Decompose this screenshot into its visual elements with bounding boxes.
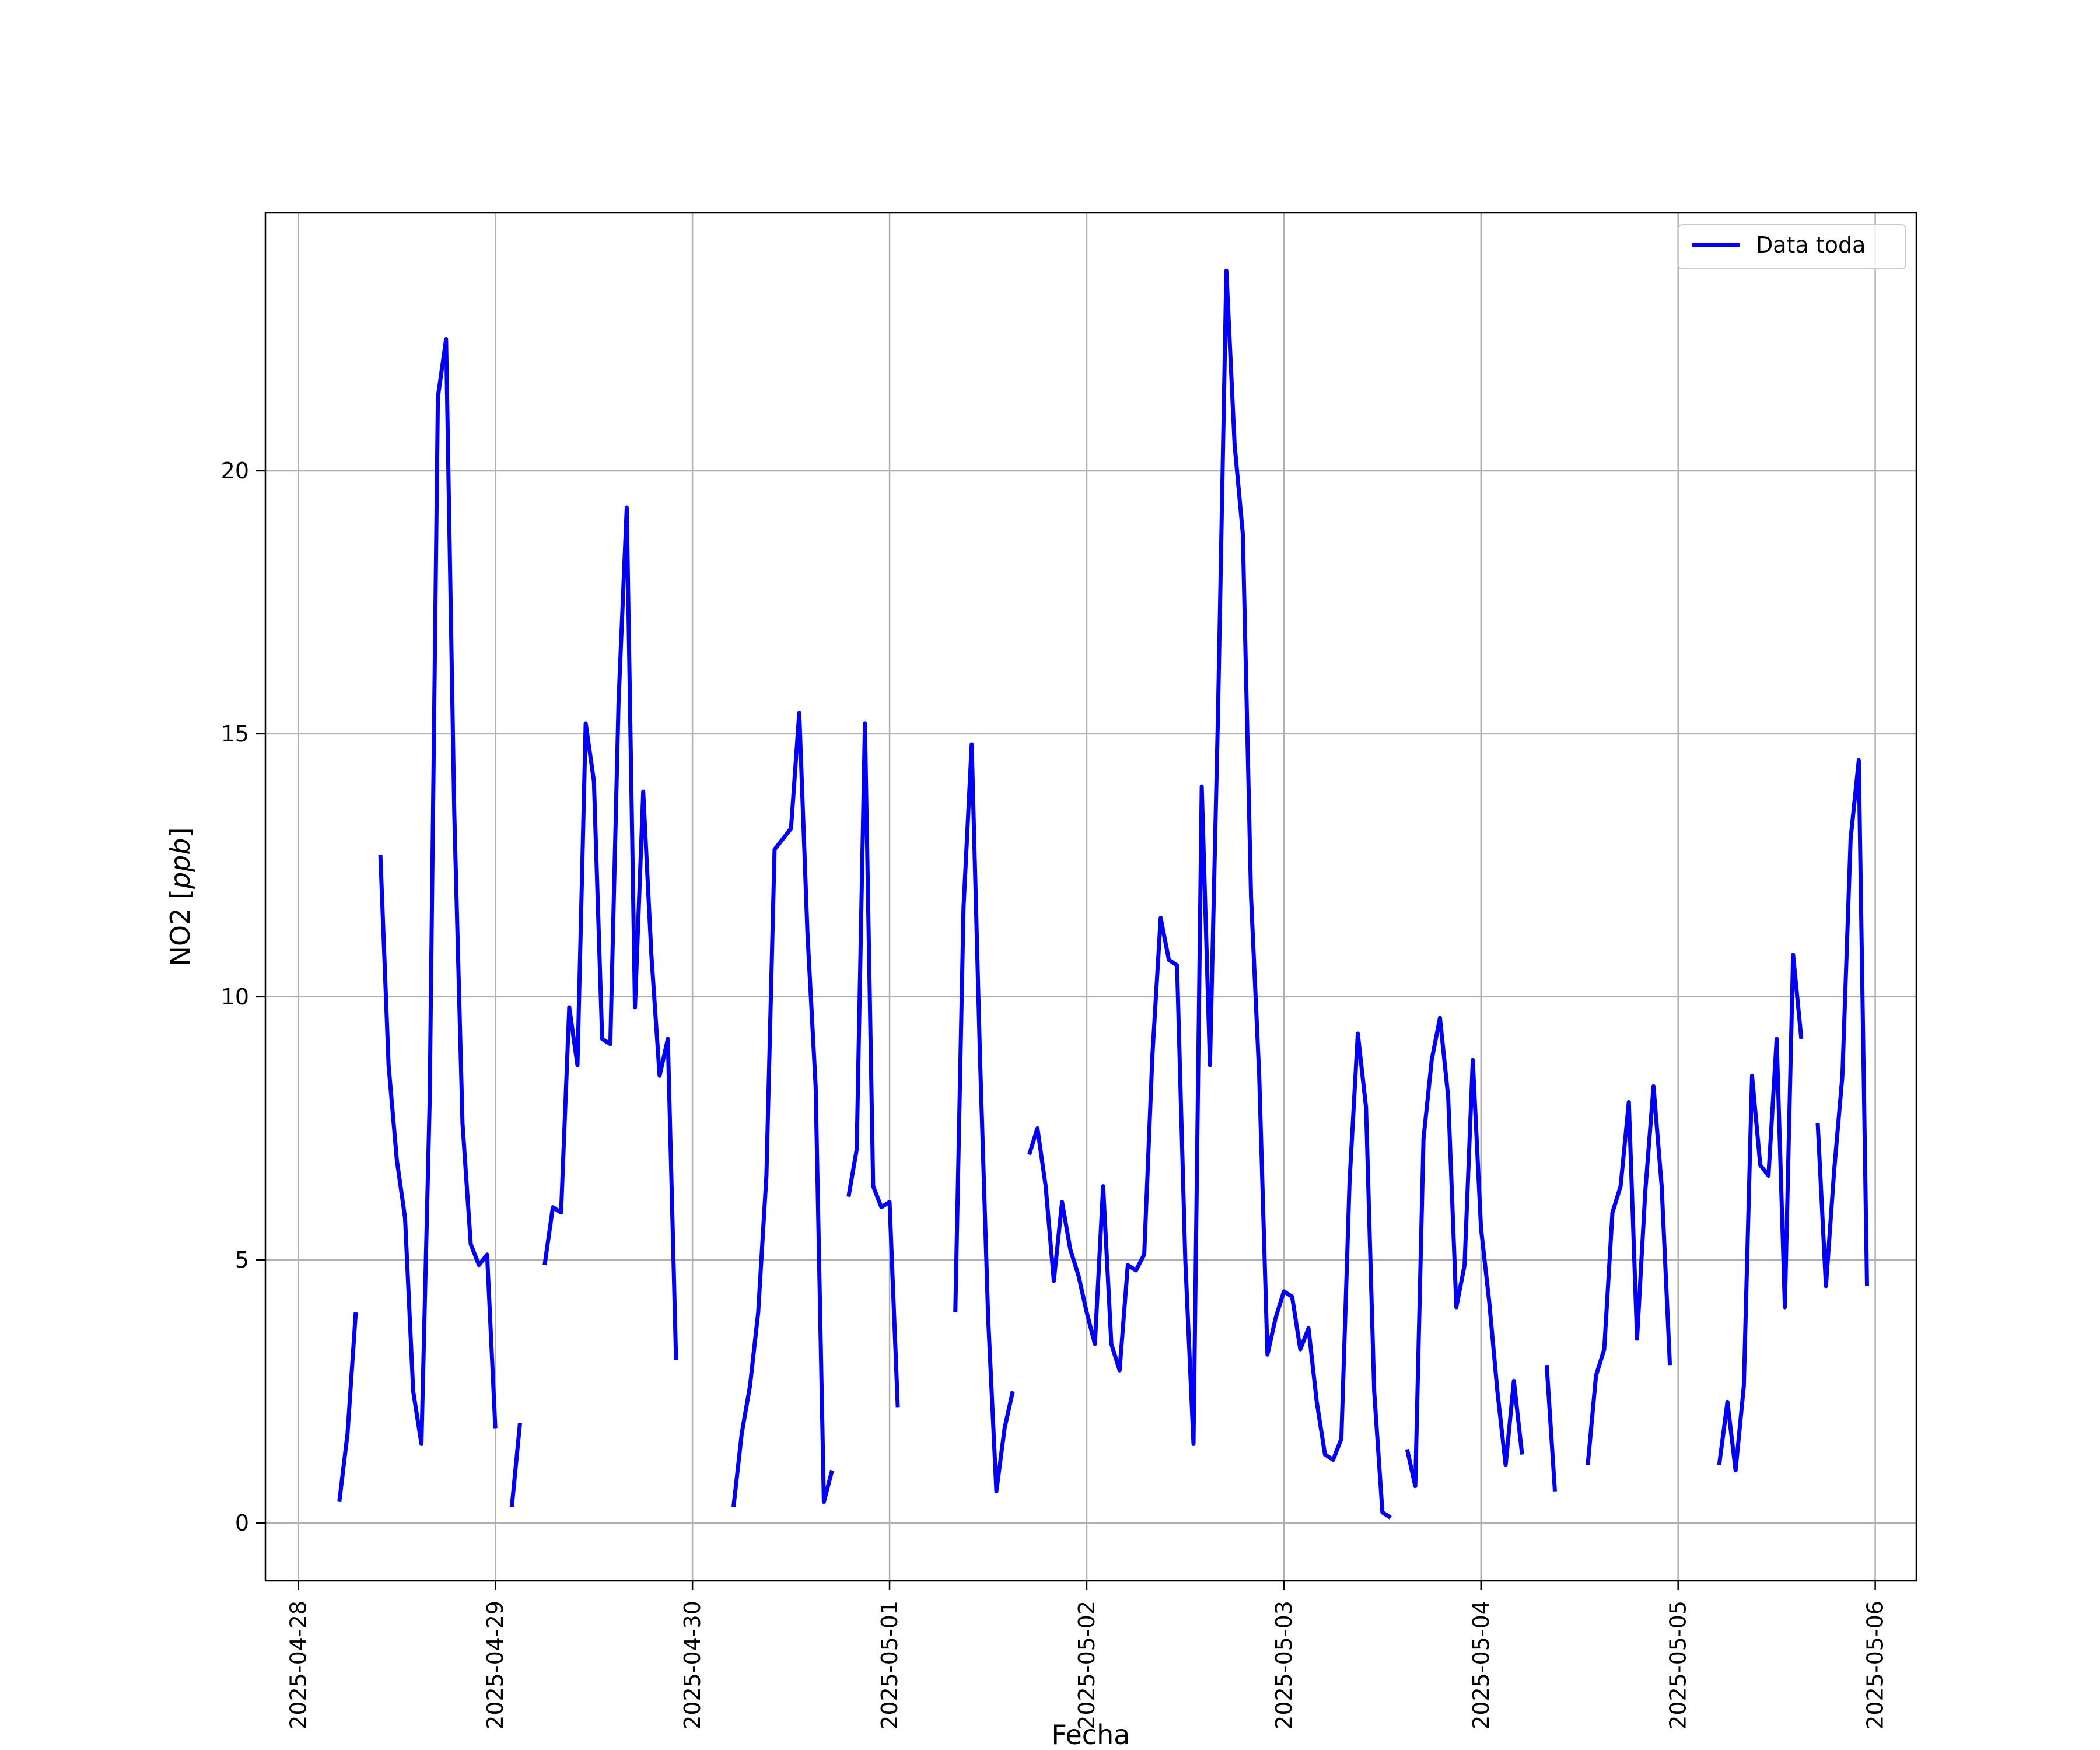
y-tick-label: 0 (235, 1510, 249, 1536)
y-axis-label-unit: ppb (164, 838, 196, 890)
legend: Data toda (1678, 224, 1906, 270)
y-axis-label: NO2 [ppb] (164, 827, 196, 966)
y-tick-label: 15 (221, 721, 249, 747)
series-line-segment (337, 1312, 358, 1503)
y-axis-label-name: NO2 (164, 908, 196, 967)
x-tick-label: 2025-05-06 (1863, 1601, 1888, 1730)
x-tick-label: 2025-05-05 (1665, 1601, 1691, 1730)
legend-box (1678, 224, 1906, 270)
x-tick-label: 2025-04-28 (285, 1601, 311, 1730)
series-line-segment (509, 1423, 522, 1508)
x-tick-label: 2025-04-30 (680, 1601, 705, 1730)
x-tick-label: 2025-05-01 (877, 1601, 902, 1730)
x-tick-label: 2025-05-03 (1271, 1601, 1297, 1730)
series-line-segment (542, 505, 678, 1360)
series-line-segment (1717, 953, 1804, 1473)
series-line-segment (732, 710, 834, 1508)
plot-frame (264, 212, 1917, 1582)
series-line-segment (1027, 268, 1392, 1520)
axis-ticks: 2025-04-28 2025-04-29 2025-04-30 2025-05-01… (221, 458, 1888, 1730)
series-line-segment (378, 337, 498, 1446)
series-line-segment (1544, 1364, 1557, 1492)
y-tick-label: 10 (221, 984, 249, 1010)
y-tick-label: 5 (235, 1247, 249, 1273)
x-tick-label: 2025-05-04 (1468, 1601, 1494, 1730)
legend-label: Data toda (1756, 232, 1866, 258)
x-axis-label: Fecha (1052, 1719, 1130, 1750)
series-line-segment (1405, 1016, 1524, 1489)
x-tick-label: 2025-05-02 (1074, 1601, 1100, 1730)
plot-area (265, 213, 1916, 1581)
series-line-segment (1815, 758, 1869, 1289)
series-line-segment (1586, 1084, 1672, 1465)
y-tick-label: 20 (221, 458, 249, 484)
series-line-segment (846, 721, 900, 1408)
series-data-toda (337, 268, 1869, 1520)
series-line-segment (953, 742, 1015, 1494)
x-tick-label: 2025-04-29 (482, 1601, 508, 1730)
